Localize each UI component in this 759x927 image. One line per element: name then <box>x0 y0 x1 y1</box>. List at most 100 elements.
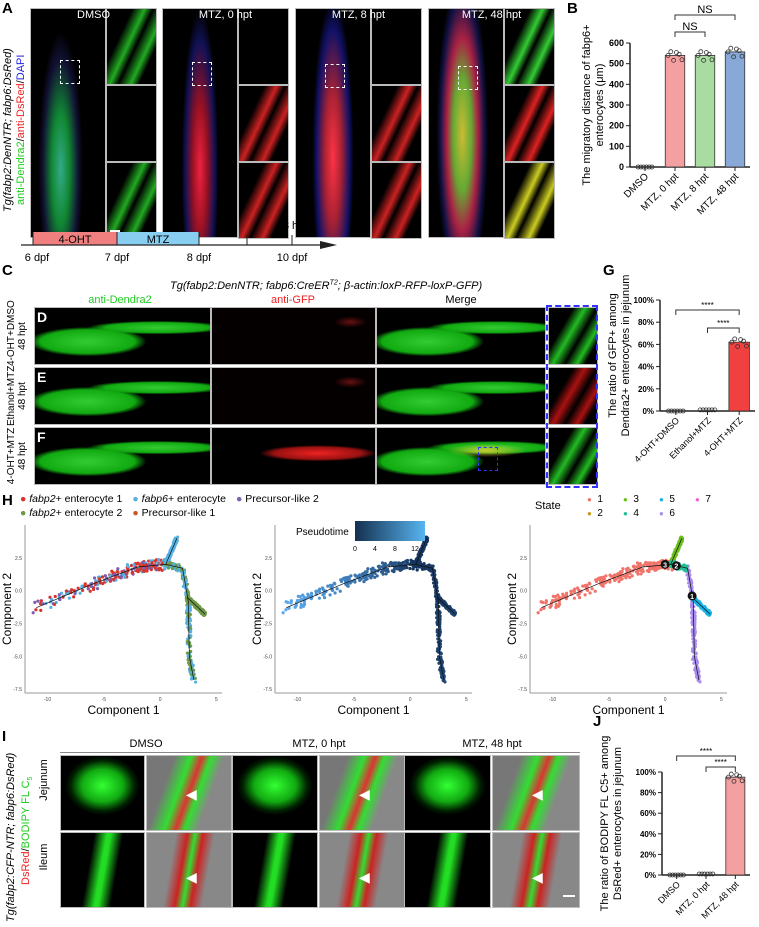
data-point <box>680 408 686 414</box>
cell-point <box>126 564 130 569</box>
micrograph-main <box>30 8 106 238</box>
genotype-text-rest: ; β-actin:loxP-RFP-loxP-GFP) <box>337 280 483 292</box>
data-point <box>697 407 703 413</box>
significance-bracket <box>674 31 706 37</box>
cell-point <box>189 629 193 633</box>
significance-label: **** <box>714 758 726 767</box>
state-number: 7 <box>705 494 711 505</box>
cell-point <box>698 680 702 684</box>
timeline: 4-OHT MTZ 6 dpf 7 dpf 8 dpf 10 dpf 48 hp… <box>21 220 337 264</box>
cell-point <box>86 587 90 591</box>
panel-label-g: G <box>603 262 615 279</box>
panel-a-stains: anti-Dendra2/anti-DsRed/DAPI <box>15 55 27 205</box>
data-point <box>726 774 731 780</box>
data-point <box>702 871 708 877</box>
cell-point <box>38 601 43 606</box>
cell-point <box>188 626 193 631</box>
column-header: anti-GFP <box>270 294 315 306</box>
data-point <box>641 164 647 170</box>
cell-point <box>293 605 297 609</box>
cell-point <box>690 630 694 634</box>
data-point <box>728 771 734 777</box>
legend-item: ● fabp2+ enterocyte 1 <box>20 492 122 506</box>
condition-header: MTZ, 0 hpt <box>292 738 346 750</box>
x-tick-label: 0 <box>159 697 162 703</box>
y-label-line: The migratory distance of fabp6+ <box>581 24 593 185</box>
x-tick-label: 0 <box>664 697 667 703</box>
y-tick-label: 300 <box>609 100 624 110</box>
y-tick-label: -5.0 <box>518 654 527 660</box>
arrowhead-icon: ◀ <box>359 786 370 802</box>
significance-label: **** <box>701 301 713 310</box>
cell-point <box>314 589 318 593</box>
cell-point <box>59 591 64 595</box>
cell-point <box>358 578 362 583</box>
cell-point <box>692 641 697 645</box>
cell-point <box>95 587 100 591</box>
colorbar-tick: 12 <box>411 546 419 553</box>
arrowhead-icon: ◀ <box>186 786 197 802</box>
y-tick-label: -7.5 <box>13 687 22 693</box>
data-point <box>728 45 734 51</box>
panel-label-h: H <box>2 492 13 509</box>
x-tick-label: 5 <box>215 697 218 703</box>
cell-point <box>170 566 175 570</box>
cell-point <box>163 567 167 571</box>
colorbar-tick: 8 <box>393 546 397 553</box>
panel-def-genotype: Tg(fabp2:DenNTR; fabp6:CreERT2; β-actin:… <box>170 279 482 292</box>
cell-point <box>536 611 540 615</box>
tick-label: 7 dpf <box>105 252 130 264</box>
cell-point <box>144 563 148 567</box>
cell-point <box>110 569 114 573</box>
cell-point <box>317 588 321 593</box>
cell-point <box>585 584 589 588</box>
y-axis-label: Component 2 <box>250 573 264 645</box>
legend-text: enterocyte 1 <box>61 493 123 505</box>
cell-point <box>48 595 52 599</box>
cell-point <box>596 577 600 581</box>
cell-point <box>147 566 151 570</box>
cell-point <box>339 579 344 584</box>
legend-dot-icon: ● <box>132 507 139 519</box>
merged-image <box>319 755 406 831</box>
significance-bracket <box>675 309 740 315</box>
cell-point <box>384 572 388 576</box>
cell-point <box>577 596 582 600</box>
cell-point <box>601 578 606 582</box>
cell-point <box>695 675 699 679</box>
branch-point-marker <box>671 561 681 571</box>
cell-point <box>382 562 386 566</box>
data-point <box>744 343 749 349</box>
cell-point <box>353 580 357 584</box>
y-tick-label: 20% <box>638 385 654 394</box>
cell-point <box>586 588 590 593</box>
cell-point <box>699 605 703 609</box>
cell-point <box>98 581 102 585</box>
micrograph-main <box>162 8 238 238</box>
cell-point <box>539 600 543 604</box>
state-number: 5 <box>669 494 675 505</box>
data-point <box>677 408 683 414</box>
data-point <box>709 407 715 413</box>
data-point <box>725 49 731 55</box>
state-legend-item: ● 5 <box>659 494 675 506</box>
y-tick-label: 40% <box>640 830 656 839</box>
cell-point <box>39 599 43 603</box>
panel-label-j: J <box>593 713 602 730</box>
x-tick-label: -5 <box>607 697 612 703</box>
cell-point <box>449 610 453 614</box>
x-tick-label: -10 <box>44 697 51 703</box>
cell-point <box>414 565 419 569</box>
significance-bracket <box>707 327 740 333</box>
legend-text: enterocyte <box>174 493 227 505</box>
cell-point <box>642 563 646 567</box>
stain-sub: 5 <box>27 776 35 781</box>
cell-point <box>331 588 335 593</box>
data-point <box>671 57 677 63</box>
row-label-line: 4-OHT+MTZ <box>6 427 17 485</box>
y-tick-label: 100% <box>636 768 656 777</box>
x-tick-label: 5 <box>720 697 723 703</box>
panel-label-c: C <box>2 262 13 279</box>
cell-point <box>108 574 112 578</box>
data-point <box>679 57 685 63</box>
